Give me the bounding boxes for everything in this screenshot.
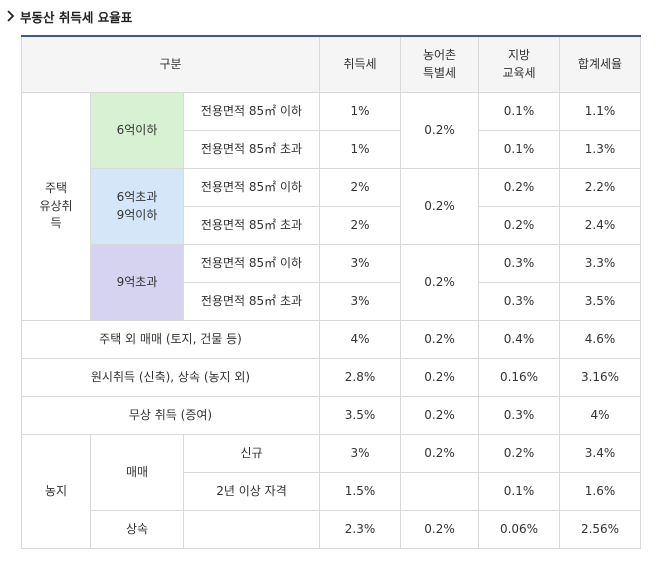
price-group-label: 6억이하 xyxy=(90,92,184,169)
row-label: 주택 외 매매 (토지, 건물 등) xyxy=(21,320,320,359)
rural-cell: 0.2% xyxy=(400,320,479,359)
price-group-label: 9억초과 xyxy=(90,244,184,321)
price-group-label: 6억초과 9억이하 xyxy=(90,168,184,245)
chevron-right-icon xyxy=(7,10,15,22)
row-label: 무상 취득 (증여) xyxy=(21,396,320,435)
edu-cell: 0.2% xyxy=(478,168,560,207)
table-row: 주택 외 매매 (토지, 건물 등) 4% 0.2% 0.4% 4.6% xyxy=(21,320,641,359)
table-row: 전용면적 85㎡ 초과 1% 0.1% 1.3% xyxy=(22,130,641,169)
row-label: 2년 이상 자격 xyxy=(183,472,320,511)
total-cell: 1.3% xyxy=(559,130,641,169)
acq-cell: 3% xyxy=(319,244,401,283)
header-total-rate: 합계세율 xyxy=(559,35,641,93)
total-cell: 4.6% xyxy=(559,320,641,359)
area-label: 전용면적 85㎡ 이하 xyxy=(183,244,320,283)
edu-cell: 0.3% xyxy=(478,282,560,321)
acq-cell: 2% xyxy=(319,206,401,245)
edu-cell: 0.4% xyxy=(478,320,560,359)
total-cell: 2.4% xyxy=(559,206,641,245)
edu-cell: 0.1% xyxy=(478,92,560,131)
acq-cell: 3% xyxy=(319,434,401,473)
table-row: 무상 취득 (증여) 3.5% 0.2% 0.3% 4% xyxy=(21,396,641,435)
acq-cell: 3.5% xyxy=(319,396,401,435)
acq-cell: 2.3% xyxy=(319,510,401,549)
total-cell: 1.6% xyxy=(559,472,641,511)
acq-cell: 1% xyxy=(319,130,401,169)
area-label: 전용면적 85㎡ 이하 xyxy=(183,168,320,207)
table-row: 주택 유상취 득 6억이하 전용면적 85㎡ 이하 1% 0.2% 0.1% 1.1… xyxy=(21,92,641,321)
edu-cell: 0.3% xyxy=(478,396,560,435)
header-acquisition-tax: 취득세 xyxy=(319,35,401,93)
table-row: 상속 2.3% 0.2% 0.06% 2.56% xyxy=(22,510,641,549)
rural-cell: 0.2% xyxy=(400,510,479,549)
edu-cell: 0.06% xyxy=(478,510,560,549)
acq-cell: 1% xyxy=(319,92,401,131)
row-label: 신규 xyxy=(183,434,320,473)
edu-cell: 0.1% xyxy=(478,130,560,169)
total-cell: 4% xyxy=(559,396,641,435)
table-row: 원시취득 (신축), 상속 (농지 외) 2.8% 0.2% 0.16% 3.1… xyxy=(21,358,641,397)
area-label: 전용면적 85㎡ 이하 xyxy=(183,92,320,131)
table-row: 전용면적 85㎡ 초과 3% 0.3% 3.5% xyxy=(22,282,641,321)
rural-cell: 0.2% xyxy=(400,92,479,169)
acquisition-tax-table: 구분 취득세 농어촌 특별세 지방 교육세 합계세율 주택 유상취 득 6억이하 전용면… xyxy=(21,35,641,549)
table-row: 9억초과 전용면적 85㎡ 이하 3% 0.2% 0.3% 3.3% xyxy=(22,244,641,321)
rural-cell xyxy=(400,472,479,511)
empty-cell xyxy=(183,510,320,549)
area-label: 전용면적 85㎡ 초과 xyxy=(183,282,320,321)
rural-cell: 0.2% xyxy=(400,358,479,397)
total-cell: 3.16% xyxy=(559,358,641,397)
header-row: 구분 취득세 농어촌 특별세 지방 교육세 합계세율 xyxy=(21,35,641,93)
acq-cell: 1.5% xyxy=(319,472,401,511)
total-cell: 3.4% xyxy=(559,434,641,473)
acq-cell: 3% xyxy=(319,282,401,321)
rural-cell: 0.2% xyxy=(400,396,479,435)
table-row: 6억초과 9억이하 전용면적 85㎡ 이하 2% 0.2% 0.2% 2.2% xyxy=(22,168,641,245)
table-row: 농지 매매 신규 3% 0.2% 0.2% 3.4% xyxy=(21,434,641,549)
section-title: 부동산 취득세 요율표 xyxy=(6,7,132,25)
edu-cell: 0.2% xyxy=(478,434,560,473)
rural-cell: 0.2% xyxy=(400,434,479,473)
farmland-label: 농지 xyxy=(21,434,91,549)
acq-cell: 2.8% xyxy=(319,358,401,397)
acq-cell: 2% xyxy=(319,168,401,207)
table-row: 전용면적 85㎡ 초과 2% 0.2% 2.4% xyxy=(22,206,641,245)
edu-cell: 0.2% xyxy=(478,206,560,245)
acq-cell: 4% xyxy=(319,320,401,359)
sale-label: 매매 xyxy=(90,434,184,511)
inherit-label: 상속 xyxy=(90,510,184,549)
header-local-education-tax: 지방 교육세 xyxy=(478,35,560,93)
edu-cell: 0.16% xyxy=(478,358,560,397)
total-cell: 3.3% xyxy=(559,244,641,283)
housing-label: 주택 유상취 득 xyxy=(21,92,91,321)
edu-cell: 0.1% xyxy=(478,472,560,511)
total-cell: 2.2% xyxy=(559,168,641,207)
rural-cell: 0.2% xyxy=(400,244,479,321)
rural-cell: 0.2% xyxy=(400,168,479,245)
header-category: 구분 xyxy=(21,35,320,93)
row-label: 원시취득 (신축), 상속 (농지 외) xyxy=(21,358,320,397)
total-cell: 3.5% xyxy=(559,282,641,321)
area-label: 전용면적 85㎡ 초과 xyxy=(183,130,320,169)
table-row: 2년 이상 자격 1.5% 0.1% 1.6% xyxy=(22,472,641,511)
header-rural-special-tax: 농어촌 특별세 xyxy=(400,35,479,93)
section-title-text: 부동산 취득세 요율표 xyxy=(20,9,133,25)
edu-cell: 0.3% xyxy=(478,244,560,283)
total-cell: 2.56% xyxy=(559,510,641,549)
area-label: 전용면적 85㎡ 초과 xyxy=(183,206,320,245)
total-cell: 1.1% xyxy=(559,92,641,131)
